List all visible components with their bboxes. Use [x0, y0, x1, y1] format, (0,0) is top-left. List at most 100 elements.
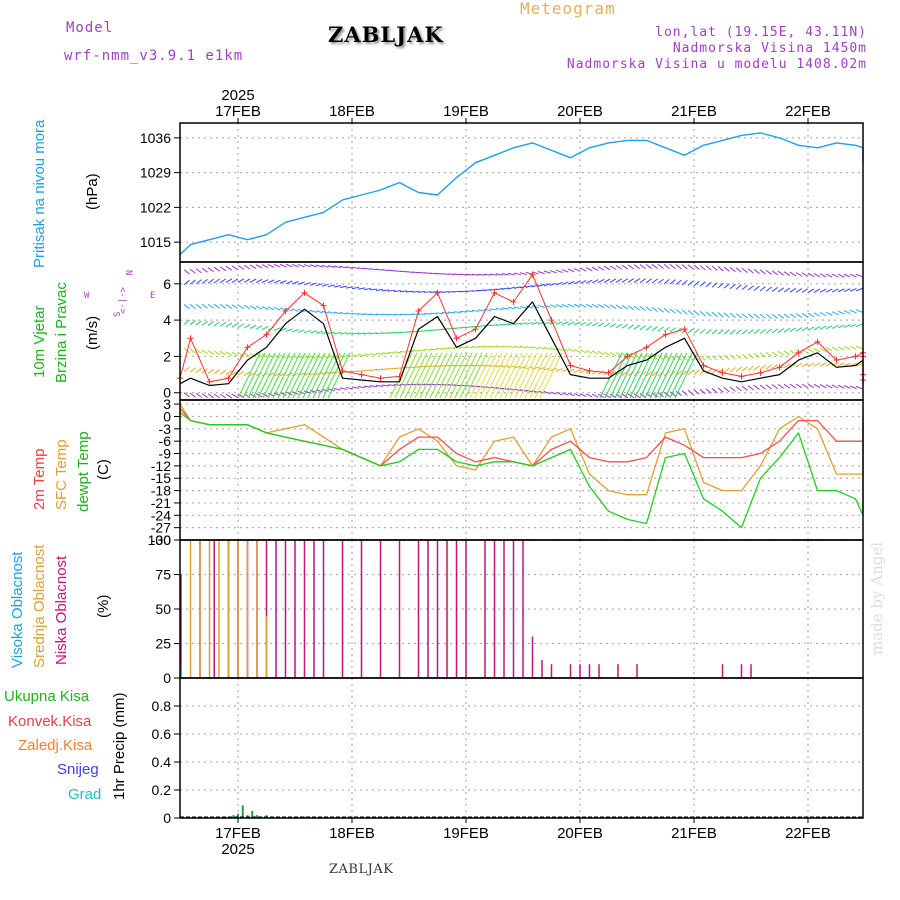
wind-arrow — [339, 285, 347, 289]
wind-arrow — [375, 352, 384, 355]
wind-arrow — [777, 328, 785, 333]
wind-arrow — [393, 313, 402, 316]
wind-hatch — [624, 352, 648, 399]
wind-arrow — [429, 291, 438, 293]
y-tick-label: 0.2 — [152, 782, 172, 798]
wind-arrow — [219, 278, 227, 284]
wind-arrow — [423, 329, 432, 332]
wind-arrow — [261, 372, 269, 377]
wind-arrow — [357, 386, 365, 389]
wind-arrow — [657, 354, 664, 361]
wind-arrow — [573, 348, 581, 353]
wind-arrow — [657, 392, 664, 398]
wind-arrow — [447, 327, 456, 330]
wind-arrow — [375, 268, 384, 271]
wind-arrow — [513, 345, 521, 349]
wind-arrow — [735, 313, 742, 319]
wind-arrow — [741, 284, 748, 291]
wind-arrow — [285, 355, 293, 359]
wind-arrow — [801, 272, 809, 277]
wind-arrow — [189, 392, 196, 398]
wind-arrow — [855, 287, 863, 292]
wind-arrow — [195, 268, 202, 274]
wind-arrow — [513, 272, 521, 276]
meteogram-title: Meteogram — [520, 0, 616, 18]
y-tick-label: -30 — [151, 532, 171, 548]
wind-arrow — [489, 386, 497, 389]
wind-arrow — [741, 329, 748, 335]
wind-arrow — [297, 329, 305, 333]
wind-arrow — [753, 384, 760, 391]
wind-arrow — [753, 285, 760, 291]
wind-arrow — [339, 265, 347, 269]
wind-arrow — [741, 385, 748, 391]
wind-hatch — [322, 352, 346, 399]
wind-arrow — [255, 264, 263, 269]
wind-arrow — [573, 369, 581, 374]
precip-legend-total: Ukupna Kisa — [4, 688, 90, 705]
wind-speed-line — [179, 301, 864, 387]
wind-arrow — [327, 311, 335, 314]
wind-arrow — [627, 324, 635, 330]
wind-arrow — [465, 310, 474, 313]
wind-arrow — [591, 322, 599, 327]
wind-arrow — [843, 288, 851, 293]
wind-hatch — [629, 352, 653, 399]
wind-arrow — [477, 289, 485, 292]
wind-hatch — [429, 352, 453, 399]
wind-arrow — [561, 321, 569, 325]
wind-arrow — [399, 366, 408, 369]
wind-arrow — [537, 304, 545, 308]
wind-arrow — [627, 305, 635, 311]
wind-arrow — [201, 267, 208, 273]
wind-compass: N <-|-> S W E — [84, 270, 155, 317]
wind-arrow — [549, 270, 557, 274]
wind-arrow — [801, 313, 809, 318]
wind-arrow — [837, 362, 845, 367]
wind-arrow — [489, 273, 497, 276]
wind-arrow — [531, 366, 539, 370]
wind-arrow — [843, 273, 851, 278]
wind-arrow — [261, 264, 269, 269]
wind-arrow — [411, 290, 420, 293]
wind-arrow — [561, 303, 569, 308]
wind-hatch — [272, 352, 296, 399]
wind-arrow — [357, 267, 365, 270]
wind-arrow — [465, 385, 474, 387]
wind-arrow — [525, 345, 533, 349]
top-day-label: 17FEB — [215, 103, 261, 120]
wind-arrow — [705, 265, 712, 271]
wind-arrow — [729, 329, 736, 335]
wind-arrow — [225, 370, 233, 376]
wind-arrow — [825, 311, 833, 316]
wind-arrow — [705, 355, 712, 361]
wind-arrow — [501, 323, 509, 326]
wind-arrow — [603, 322, 611, 328]
wind-arrow — [231, 304, 239, 309]
coords-text: lon,lat (19.15E, 43.11N) — [655, 25, 867, 40]
precip-bar — [251, 811, 254, 818]
wind-arrow — [213, 350, 221, 356]
wind-arrow — [273, 372, 281, 377]
y-tick-label: -9 — [159, 446, 172, 462]
wind-arrow — [369, 385, 377, 388]
bottom-day-label: 21FEB — [671, 825, 717, 842]
wind-arrow — [363, 332, 371, 335]
wind-arrow — [213, 369, 221, 375]
wind-arrow — [627, 278, 635, 283]
wind-arrow — [831, 288, 839, 293]
wind-arrow — [789, 287, 797, 293]
wind-arrow — [387, 269, 396, 272]
wind-arrow — [573, 280, 581, 285]
wind-arrow — [471, 273, 480, 276]
wind-arrow — [393, 351, 402, 354]
wind-arrow — [621, 323, 629, 329]
temp-label-2: SFC Temp — [53, 439, 70, 510]
wind-arrow — [609, 278, 617, 283]
wind-hatch — [649, 352, 673, 399]
wind-arrow — [597, 370, 605, 375]
wind-arrow — [525, 271, 533, 275]
wind-arrow — [495, 345, 503, 348]
y-tick-label: 0.8 — [152, 698, 172, 714]
wind-arrow — [801, 326, 809, 332]
